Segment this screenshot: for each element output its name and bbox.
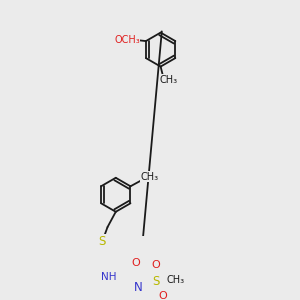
Text: O: O: [152, 260, 160, 270]
Text: O: O: [131, 257, 140, 268]
Text: CH₃: CH₃: [167, 274, 185, 284]
Text: N: N: [134, 281, 142, 294]
Text: CH₃: CH₃: [140, 172, 158, 182]
Text: OCH₃: OCH₃: [114, 35, 140, 45]
Text: S: S: [152, 275, 160, 288]
Text: NH: NH: [101, 272, 116, 282]
Text: CH₃: CH₃: [159, 75, 177, 85]
Text: O: O: [158, 291, 167, 300]
Text: S: S: [98, 235, 105, 248]
